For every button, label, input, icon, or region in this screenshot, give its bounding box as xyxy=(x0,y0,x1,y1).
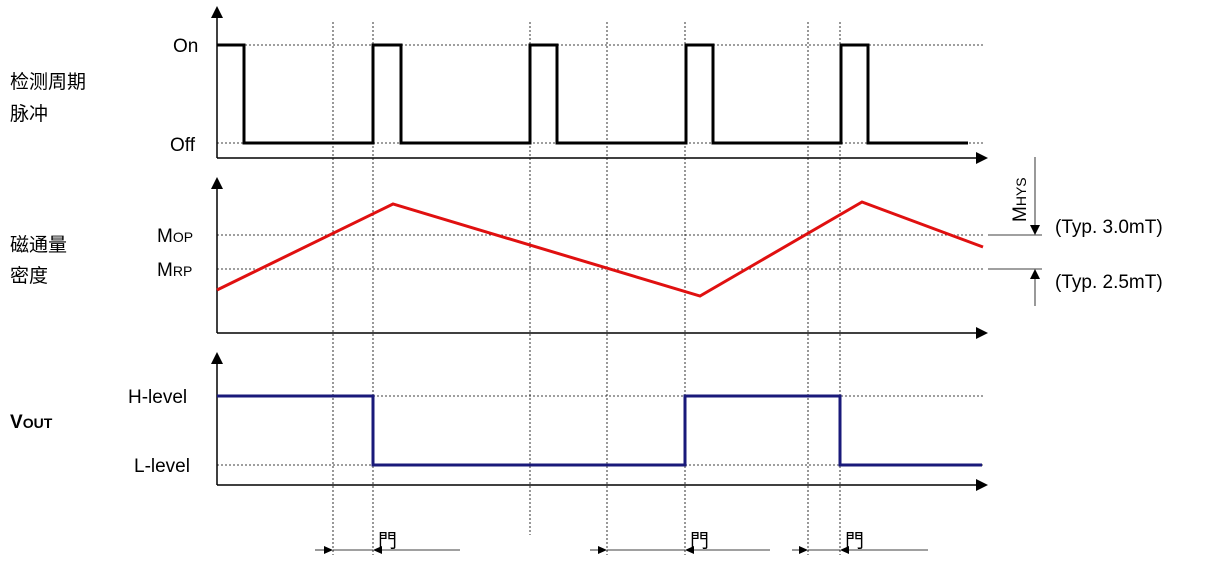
mop-label: MOP xyxy=(157,226,193,247)
delay-mark-3-glyph: 門 xyxy=(845,530,864,552)
mrp-label: MRP xyxy=(157,260,192,281)
h-level-label: H-level xyxy=(128,387,187,408)
vout-section: VOUT H-level L-level xyxy=(10,352,988,491)
mrp-arrowhead-up xyxy=(1030,269,1040,279)
mrp-typ-value: (Typ. 2.5mT) xyxy=(1055,272,1163,293)
off-label: Off xyxy=(170,135,196,156)
flux-waveform xyxy=(216,200,984,298)
delay-mark-2: 門 xyxy=(590,530,770,554)
delay-mark-1: 門 xyxy=(315,530,460,554)
vout-label: VOUT xyxy=(10,412,53,433)
flux-section: 磁通量 密度 MOP MRP MHYS (Typ. 3.0mT) (Typ. 2… xyxy=(10,157,1163,339)
on-label: On xyxy=(173,36,198,57)
pulse-section: 检测周期 脉冲 On Off xyxy=(10,5,988,164)
delay-marks: 門 門 門 xyxy=(315,530,928,554)
flux-label-line2: 密度 xyxy=(10,265,48,287)
vout-waveform xyxy=(217,394,982,467)
delay-mark-1-glyph: 門 xyxy=(378,530,397,552)
mop-typ-value: (Typ. 3.0mT) xyxy=(1055,217,1163,238)
l-level-label: L-level xyxy=(134,456,190,477)
pulse-label-line2: 脉冲 xyxy=(10,103,48,125)
flux-label-line1: 磁通量 xyxy=(10,234,67,256)
delay-mark-3: 門 xyxy=(792,530,928,554)
mhys-arrowhead-down xyxy=(1030,225,1040,235)
pulse-label-line1: 检测周期 xyxy=(10,71,86,93)
pulse-waveform xyxy=(217,43,968,145)
mhys-label: MHYS xyxy=(1010,177,1031,222)
delay-mark-2-glyph: 門 xyxy=(690,530,709,552)
vertical-guides xyxy=(332,22,841,555)
